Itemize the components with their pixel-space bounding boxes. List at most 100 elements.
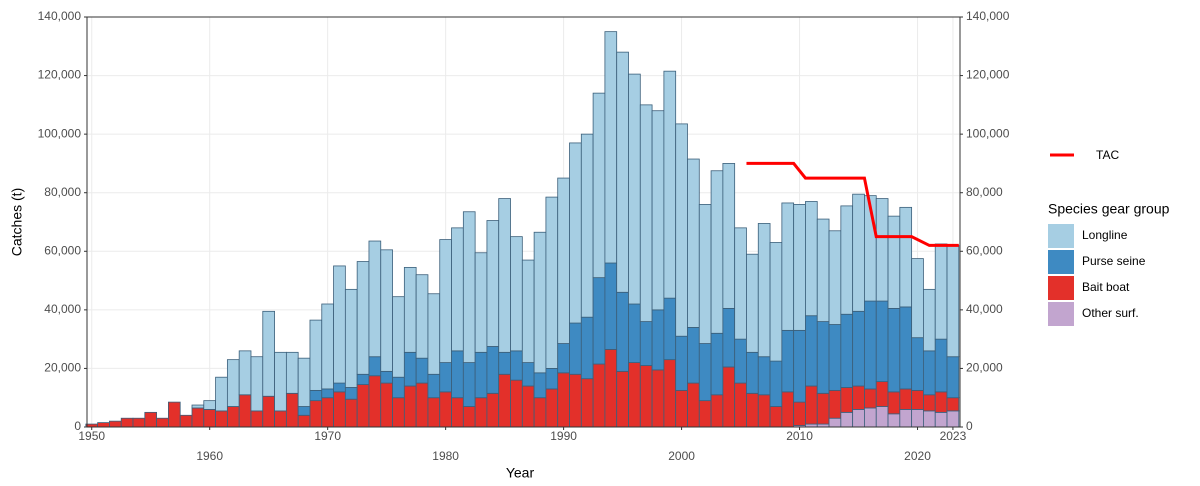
x-tick-label: 2000 [668,449,695,463]
bar [757,394,771,428]
bar [805,385,818,425]
bar [639,104,653,322]
bar [226,359,240,407]
bar [427,373,441,399]
bar [875,381,889,407]
bar [911,389,924,410]
bar [215,376,228,412]
bar [875,198,889,302]
legend-title: Species gear group [1048,201,1170,217]
bar [380,382,393,428]
bar [451,350,464,399]
x-axis-label: Year [506,465,535,481]
bar [816,392,830,425]
x-tick-label: 1950 [78,429,105,443]
bar [498,198,511,353]
bar [250,356,264,412]
bar [498,373,511,428]
bar [746,253,759,353]
bar [934,338,948,393]
bar [710,332,724,396]
bar [274,351,287,412]
bar [934,411,948,428]
bar [156,417,169,428]
bar [698,343,712,402]
bar [392,376,405,399]
bar [403,266,417,353]
bar [722,163,736,309]
bar [604,31,618,264]
bar [486,220,500,347]
bar [392,397,405,428]
y-tick-label: 20,000 [44,361,81,375]
bar [604,348,618,428]
bar [946,397,960,412]
bar [687,382,700,428]
y2-tick-label: 40,000 [966,302,1003,316]
x-tick-label: 1960 [196,449,223,463]
bar [698,204,712,344]
bar [392,296,405,378]
bar [698,400,712,428]
bar [580,316,594,380]
bar [840,205,854,315]
bar [132,417,146,428]
bar [828,230,842,325]
bar [533,372,547,399]
bar [297,406,311,416]
bar [274,410,287,428]
bar [191,404,205,409]
bar [805,201,818,317]
bar [616,51,629,293]
bar [852,193,865,312]
bar [521,385,535,428]
bar [580,133,594,318]
bar [510,350,523,381]
bar [734,382,747,428]
bar [899,409,913,428]
bar [710,394,724,428]
bar [557,372,570,428]
legend-label: TAC [1096,148,1119,162]
x-tick-label: 1990 [550,429,577,443]
bar [451,397,464,428]
bar [793,329,806,403]
bar [427,293,441,375]
bar [226,406,240,428]
bar [285,392,299,428]
bar [203,409,216,428]
bar [722,307,736,368]
bar [911,409,924,428]
y2-tick-label: 60,000 [966,243,1003,257]
legend-swatch [1048,276,1074,300]
bar [427,397,441,428]
bar [474,351,488,399]
bar [663,297,677,361]
bar [297,414,311,428]
legend-label: Bait boat [1082,280,1130,294]
y-axis-label: Catches (t) [9,188,25,256]
bar [805,315,818,387]
bar [828,389,842,419]
y-tick-label: 60,000 [44,243,81,257]
bar [675,123,688,337]
bar [757,223,771,358]
plot-border [86,16,961,428]
y-tick-label: 140,000 [38,9,82,23]
bar [923,350,936,396]
bar [545,196,559,369]
bar [934,243,948,340]
bar [238,394,252,428]
bar [321,303,334,390]
bar [852,409,865,428]
bar [864,388,877,409]
bar [344,398,358,428]
bar [639,365,653,428]
legend-label: Other surf. [1082,306,1139,320]
bar [285,351,299,394]
bar [179,414,193,428]
bar [569,322,582,375]
x-tick-label: 2010 [786,429,813,443]
bar [746,392,759,428]
bar [462,211,476,363]
